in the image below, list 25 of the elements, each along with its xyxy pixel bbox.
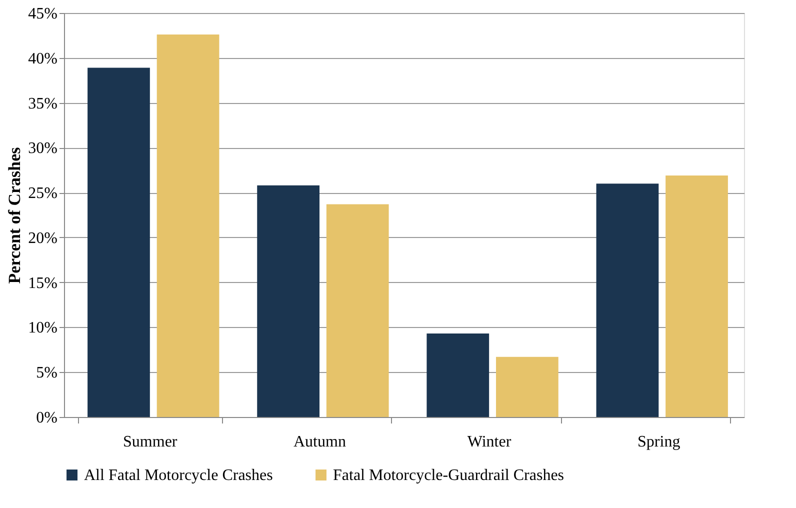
y-tick-label: 45% (28, 6, 58, 22)
bar (326, 204, 389, 417)
y-tick-label: 15% (28, 274, 58, 292)
x-tick-label: Summer (123, 434, 178, 450)
bar (496, 356, 558, 417)
y-tick-label: 20% (28, 230, 58, 247)
y-tick-label: 0% (36, 410, 58, 426)
bar (666, 176, 728, 417)
x-tick-label: Winter (467, 434, 512, 450)
bar (257, 185, 320, 417)
bar (88, 68, 150, 417)
legend-label: Fatal Motorcycle-Guardrail Crashes (333, 467, 564, 484)
y-tick-label: 40% (28, 50, 58, 68)
y-tick-label: 10% (28, 320, 58, 337)
legend-label: All Fatal Motorcycle Crashes (84, 467, 273, 484)
y-tick-label: 25% (28, 185, 58, 202)
x-tick-label: Autumn (293, 434, 346, 450)
y-tick-label: 35% (28, 95, 58, 112)
y-tick-label: 30% (28, 140, 58, 158)
y-tick-label: 5% (36, 364, 58, 382)
bar (156, 34, 220, 417)
bar (596, 184, 659, 417)
bar (426, 334, 490, 417)
x-tick-label: Spring (638, 434, 680, 450)
y-axis-title: Percent of Crashes (5, 146, 24, 284)
